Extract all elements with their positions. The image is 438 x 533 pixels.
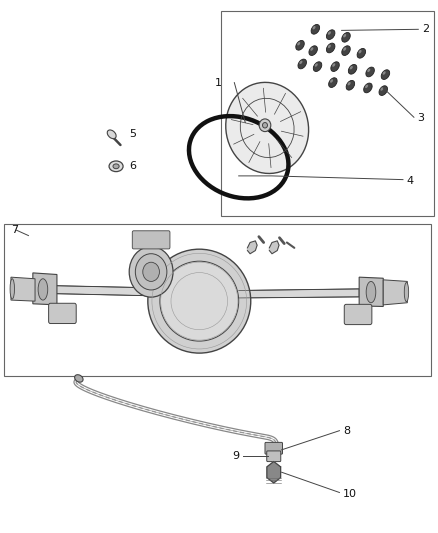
Ellipse shape [313, 62, 322, 71]
Ellipse shape [315, 63, 318, 67]
Ellipse shape [109, 161, 123, 172]
Ellipse shape [328, 31, 331, 35]
Bar [4, 224, 431, 376]
Ellipse shape [311, 47, 313, 51]
Ellipse shape [364, 83, 372, 93]
Text: 7: 7 [11, 225, 18, 235]
Polygon shape [359, 277, 383, 306]
Text: 10: 10 [343, 489, 357, 498]
Polygon shape [247, 241, 257, 254]
Ellipse shape [365, 85, 368, 88]
Ellipse shape [331, 62, 339, 71]
Ellipse shape [381, 87, 383, 91]
Ellipse shape [148, 249, 251, 353]
Ellipse shape [309, 46, 318, 55]
Ellipse shape [74, 375, 83, 382]
Ellipse shape [262, 123, 268, 128]
Ellipse shape [343, 34, 346, 37]
Ellipse shape [311, 25, 320, 34]
Text: 6: 6 [129, 161, 136, 171]
Ellipse shape [328, 78, 337, 87]
Text: 4: 4 [406, 176, 413, 185]
Ellipse shape [359, 50, 361, 53]
FancyBboxPatch shape [265, 442, 283, 454]
Polygon shape [267, 462, 281, 483]
Polygon shape [33, 273, 57, 305]
Ellipse shape [343, 47, 346, 51]
Text: 1: 1 [215, 78, 222, 87]
Ellipse shape [226, 83, 309, 173]
Ellipse shape [113, 164, 119, 169]
Ellipse shape [348, 64, 357, 74]
Ellipse shape [404, 282, 409, 302]
FancyBboxPatch shape [49, 303, 76, 324]
Ellipse shape [10, 279, 14, 299]
Text: 9: 9 [233, 451, 240, 461]
Ellipse shape [381, 70, 390, 79]
Ellipse shape [259, 119, 271, 132]
Polygon shape [383, 280, 407, 305]
Ellipse shape [342, 33, 350, 42]
Ellipse shape [357, 49, 366, 58]
Text: 3: 3 [417, 114, 424, 123]
Bar [221, 11, 434, 216]
Ellipse shape [367, 69, 370, 72]
Ellipse shape [366, 281, 376, 303]
Polygon shape [31, 285, 153, 296]
Polygon shape [239, 289, 359, 298]
Ellipse shape [326, 30, 335, 39]
Ellipse shape [143, 262, 159, 281]
FancyBboxPatch shape [267, 451, 281, 462]
Ellipse shape [160, 261, 239, 341]
Ellipse shape [348, 82, 350, 85]
Ellipse shape [326, 43, 335, 53]
Ellipse shape [330, 79, 333, 83]
Ellipse shape [38, 279, 48, 300]
FancyBboxPatch shape [132, 231, 170, 249]
Text: 5: 5 [129, 130, 136, 139]
FancyBboxPatch shape [344, 304, 372, 325]
Ellipse shape [350, 66, 353, 69]
Ellipse shape [129, 246, 173, 297]
Ellipse shape [300, 61, 302, 64]
Ellipse shape [383, 71, 385, 75]
Ellipse shape [366, 67, 374, 77]
Ellipse shape [379, 86, 388, 95]
Ellipse shape [135, 254, 167, 290]
Text: 2: 2 [422, 25, 429, 34]
Ellipse shape [298, 59, 307, 69]
Ellipse shape [342, 46, 350, 55]
Ellipse shape [313, 26, 315, 29]
Text: 8: 8 [343, 426, 350, 435]
Ellipse shape [328, 45, 331, 48]
Ellipse shape [296, 41, 304, 50]
Ellipse shape [346, 80, 355, 90]
Ellipse shape [332, 63, 335, 67]
Ellipse shape [297, 42, 300, 45]
Ellipse shape [107, 130, 116, 139]
Polygon shape [269, 241, 279, 254]
Polygon shape [11, 277, 35, 301]
